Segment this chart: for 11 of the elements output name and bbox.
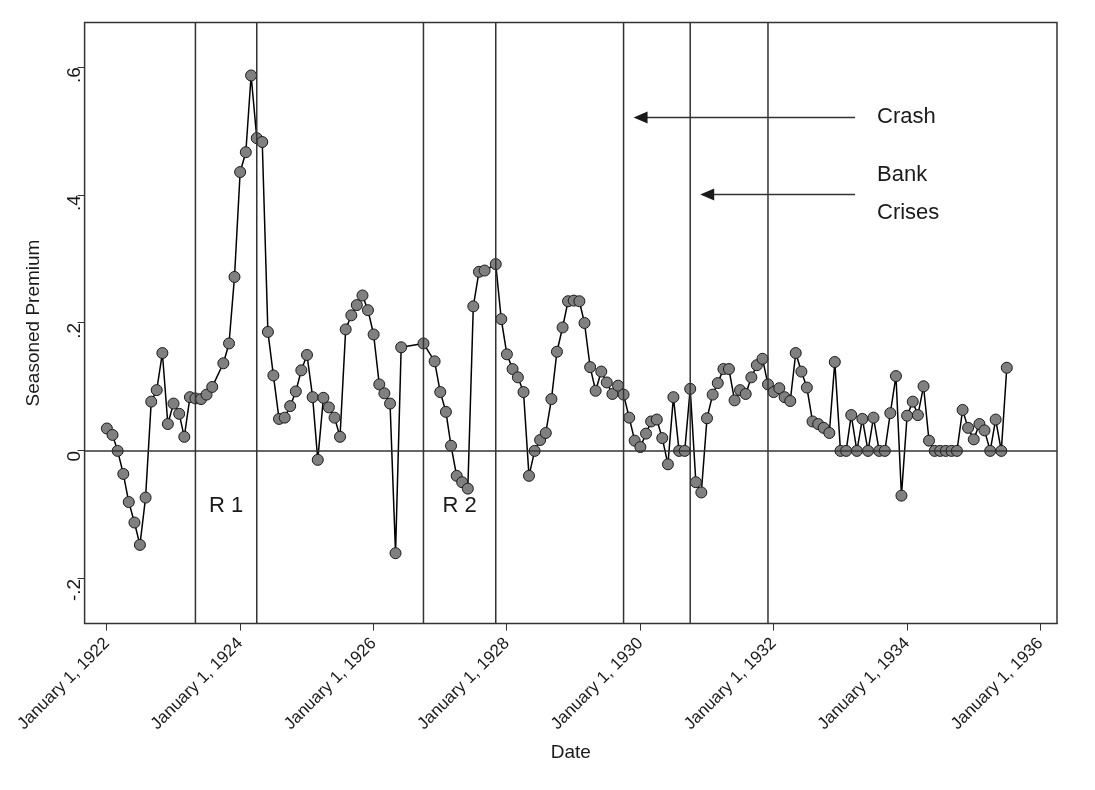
y-tick-label: .6 xyxy=(62,67,84,84)
y-tick-label: .4 xyxy=(62,194,84,211)
y-tick-label: .2 xyxy=(62,322,84,339)
annotation: Bank Crises xyxy=(877,161,940,225)
annotation: Crash xyxy=(877,103,936,129)
y-axis-title: Seasoned Premium xyxy=(21,239,43,407)
x-axis-title: Date xyxy=(550,740,591,762)
annotation: R 1 xyxy=(208,491,244,517)
annotation: R 2 xyxy=(442,491,477,517)
y-tick-label: 0 xyxy=(62,450,84,462)
y-tick-label: -.2 xyxy=(62,578,84,601)
